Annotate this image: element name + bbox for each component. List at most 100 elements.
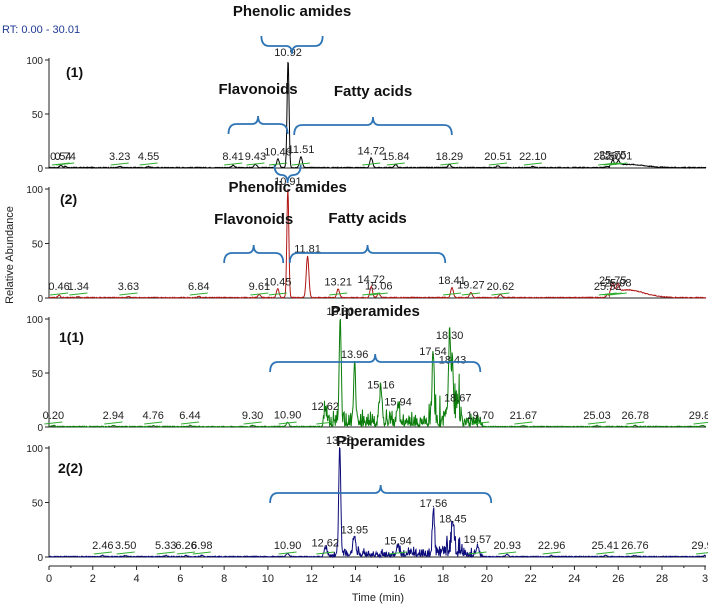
peak-label: 3.63 xyxy=(118,281,139,293)
baseline-marker xyxy=(491,292,510,296)
baseline-marker xyxy=(514,421,533,425)
peak-label: 19.57 xyxy=(464,534,492,546)
baseline-marker xyxy=(316,421,335,425)
peak-label: 8.41 xyxy=(222,151,243,163)
baseline-marker xyxy=(587,421,607,425)
peak-label: 18.30 xyxy=(436,330,464,342)
baseline-marker xyxy=(603,162,622,166)
peak-label: 26.01 xyxy=(605,151,633,163)
baseline-marker xyxy=(488,162,508,166)
peak-label: 20.51 xyxy=(484,151,512,163)
peak-label: 18.29 xyxy=(436,151,464,163)
group-annotation: Piperamides xyxy=(331,303,420,320)
peak-label: 3.50 xyxy=(115,540,136,552)
peak-label: 0.46 xyxy=(48,281,69,293)
peak-label: 18.41 xyxy=(438,275,466,287)
peak-label: 25.98 xyxy=(604,277,632,289)
x-tick-label: 14 xyxy=(349,573,361,585)
baseline-marker xyxy=(471,421,490,425)
x-tick-label: 2 xyxy=(90,573,96,585)
x-axis-label: Time (min) xyxy=(352,592,404,604)
peak-label: 20.62 xyxy=(487,281,515,293)
peak-label: 10.46 xyxy=(264,146,292,158)
x-tick-label: 3 xyxy=(702,573,708,585)
peak-label: 3.23 xyxy=(109,151,130,163)
x-tick-label: 22 xyxy=(525,573,537,585)
baseline-marker xyxy=(598,292,617,296)
group-annotation: Phenolic amides xyxy=(228,179,346,196)
trace-line xyxy=(48,62,707,169)
x-tick-label: 8 xyxy=(221,573,227,585)
baseline-marker xyxy=(144,421,163,425)
peak-label: 12.62 xyxy=(312,401,340,413)
peak-label: 13.95 xyxy=(341,524,369,536)
y-tick-label: 50 xyxy=(32,240,44,251)
peak-label: 15.94 xyxy=(384,535,412,547)
baseline-marker xyxy=(156,551,175,555)
peak-label: 19.27 xyxy=(457,280,485,292)
baseline-marker xyxy=(291,162,311,166)
peak-label: 6.44 xyxy=(179,410,200,422)
baseline-marker xyxy=(119,292,138,296)
baseline-marker xyxy=(250,292,269,296)
peak-label: 15.84 xyxy=(382,151,410,163)
baseline-marker xyxy=(176,551,196,555)
baseline-marker xyxy=(603,292,622,296)
peak-label: 4.76 xyxy=(142,410,163,422)
peak-label: 20.93 xyxy=(493,540,521,552)
peak-label: 25.50 xyxy=(593,151,621,163)
baseline-marker xyxy=(316,551,335,555)
x-tick-label: 6 xyxy=(177,573,183,585)
peak-label: 13.30 xyxy=(326,306,354,318)
peak-label: 9.30 xyxy=(242,410,263,422)
peak-label: 17.56 xyxy=(420,498,448,510)
baseline-marker xyxy=(50,292,69,296)
peak-label: 14.72 xyxy=(357,274,385,286)
x-tick-label: 24 xyxy=(568,573,580,585)
group-annotation: Flavonoids xyxy=(218,81,297,98)
baseline-marker xyxy=(625,551,644,555)
trace-line xyxy=(48,318,707,428)
x-tick-label: 18 xyxy=(437,573,449,585)
baseline-marker xyxy=(388,551,408,555)
baseline-marker xyxy=(243,421,262,425)
baseline-marker xyxy=(542,551,561,555)
peak-label: 22.96 xyxy=(538,540,566,552)
group-annotation: Piperamides xyxy=(336,433,425,450)
group-bracket xyxy=(269,484,493,504)
peak-label: 4.55 xyxy=(138,151,159,163)
y-tick-label: 50 xyxy=(32,110,44,121)
baseline-marker xyxy=(329,292,348,296)
peak-label: 25.75 xyxy=(599,275,627,287)
peak-label: 0.20 xyxy=(43,410,64,422)
group-bracket xyxy=(269,353,482,373)
y-tick-label: 100 xyxy=(26,185,43,196)
baseline-marker xyxy=(362,292,381,296)
baseline-marker xyxy=(442,292,462,296)
y-tick-label: 0 xyxy=(37,294,43,305)
panel-label: 2(2) xyxy=(58,460,83,476)
peak-label: 9.43 xyxy=(245,151,266,163)
group-bracket xyxy=(288,244,447,264)
baseline-marker xyxy=(693,421,708,425)
peak-label: 18.67 xyxy=(444,392,472,404)
x-tick-label: 28 xyxy=(656,573,668,585)
peak-label: 14.72 xyxy=(357,145,385,157)
peak-label: 6.26 xyxy=(175,540,196,552)
y-tick-label: 0 xyxy=(37,164,43,175)
baseline-marker xyxy=(596,551,615,555)
peak-label: 2.94 xyxy=(103,410,124,422)
rt-range-label: RT: 0.00 - 30.01 xyxy=(2,24,80,36)
baseline-marker xyxy=(268,292,287,296)
peak-label: 25.03 xyxy=(583,410,611,422)
group-annotation: Flavonoids xyxy=(214,211,293,228)
peak-label: 18.43 xyxy=(439,355,467,367)
panel-label: (2) xyxy=(60,191,77,207)
y-tick-label: 50 xyxy=(32,369,44,380)
baseline-marker xyxy=(609,162,628,166)
peak-label: 2.46 xyxy=(92,540,113,552)
peak-label: 29.97 xyxy=(691,540,708,552)
peak-label: 13.21 xyxy=(324,276,352,288)
